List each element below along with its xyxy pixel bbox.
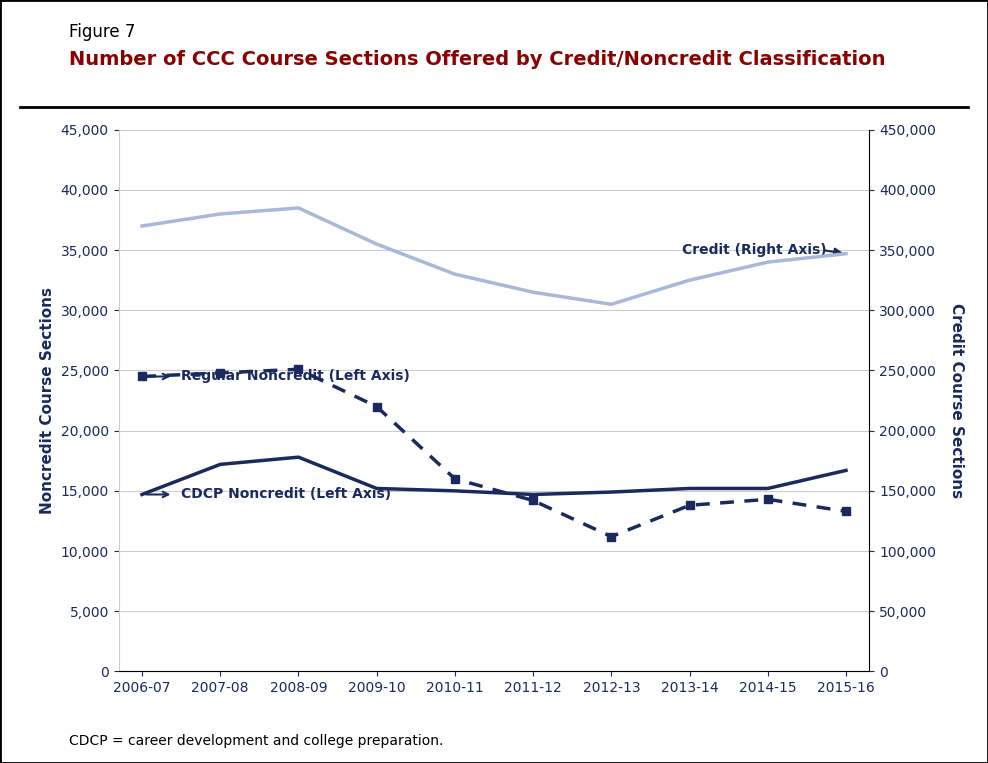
Text: Number of CCC Course Sections Offered by Credit/Noncredit Classification: Number of CCC Course Sections Offered by… <box>69 50 885 69</box>
Text: CDCP Noncredit (Left Axis): CDCP Noncredit (Left Axis) <box>181 488 391 501</box>
Text: CDCP = career development and college preparation.: CDCP = career development and college pr… <box>69 734 444 748</box>
Text: Figure 7: Figure 7 <box>69 23 135 41</box>
Text: Regular Noncredit (Left Axis): Regular Noncredit (Left Axis) <box>181 369 410 384</box>
Text: Credit (Right Axis): Credit (Right Axis) <box>682 243 826 257</box>
Y-axis label: Credit Course Sections: Credit Course Sections <box>948 303 964 498</box>
Y-axis label: Noncredit Course Sections: Noncredit Course Sections <box>41 287 55 514</box>
